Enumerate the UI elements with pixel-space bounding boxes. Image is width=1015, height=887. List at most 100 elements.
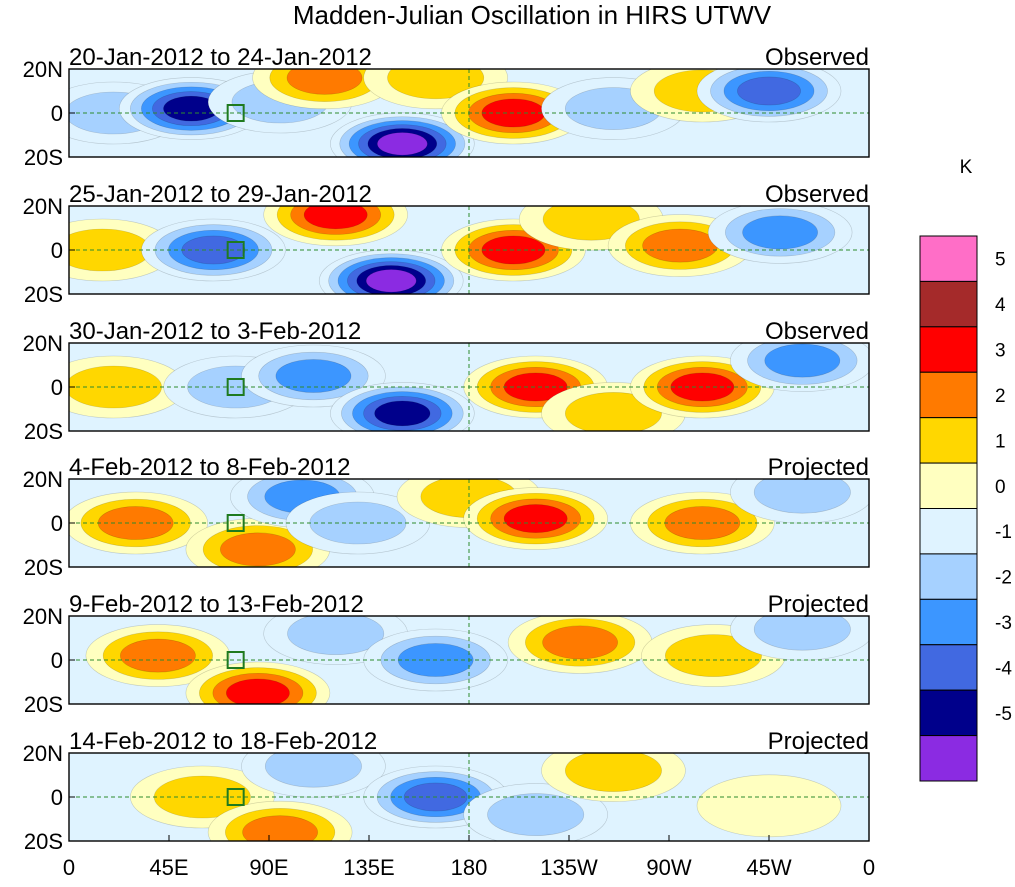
colorbar-label: 3 xyxy=(995,341,1006,362)
y-tick-label: 0 xyxy=(51,648,63,673)
anomaly-contour xyxy=(742,215,818,250)
panel-status: Observed xyxy=(765,318,869,345)
y-tick-label: 20N xyxy=(23,741,63,766)
anomaly-contour xyxy=(242,815,318,841)
colorbar-label: 4 xyxy=(995,295,1006,316)
anomaly-6 xyxy=(363,69,508,110)
panel-period: 25-Jan-2012 to 29-Jan-2012 xyxy=(69,181,372,208)
chart-title: Madden-Julian Oscillation in HIRS UTWV xyxy=(293,0,772,30)
anomaly-8 xyxy=(730,343,869,392)
panels: 20-Jan-2012 to 24-Jan-2012 Observed 20N 0 20… xyxy=(23,44,875,880)
y-tick-label: 0 xyxy=(51,238,63,263)
y-tick-label: 20N xyxy=(23,467,63,492)
anomaly-2 xyxy=(141,218,286,282)
anomaly-contour xyxy=(275,359,352,393)
region-box xyxy=(226,241,245,259)
anomaly-5 xyxy=(463,783,608,841)
x-tick-label: 0 xyxy=(863,855,875,880)
panel-3: 30-Jan-2012 to 3-Feb-2012 Observed 20N 0 20S xyxy=(23,318,870,444)
anomaly-contour xyxy=(303,206,368,230)
x-tick-label: 180 xyxy=(451,855,488,880)
anomaly-field xyxy=(69,343,869,431)
anomaly-8 xyxy=(707,206,853,264)
colorbar-label: 2 xyxy=(995,386,1006,407)
anomaly-contour xyxy=(642,228,718,263)
x-tick-label: 90E xyxy=(249,855,288,880)
x-tick-label: 0 xyxy=(63,855,75,880)
y-tick-label: 20S xyxy=(24,555,63,580)
y-tick-label: 20S xyxy=(24,145,63,170)
region-box xyxy=(226,651,245,669)
anomaly-contour xyxy=(287,616,385,655)
panel-6: 14-Feb-2012 to 18-Feb-2012 Projected 20N 0 2… xyxy=(23,728,870,854)
panel-period: 9-Feb-2012 to 13-Feb-2012 xyxy=(69,591,364,618)
panel-5: 9-Feb-2012 to 13-Feb-2012 Projected 20N 0 20… xyxy=(23,591,870,717)
y-tick-label: 0 xyxy=(51,785,63,810)
anomaly-contour xyxy=(374,400,431,427)
anomaly-contour xyxy=(377,132,428,156)
panel-status: Projected xyxy=(768,454,869,481)
anomaly-7 xyxy=(730,616,869,661)
colorbar-label: -1 xyxy=(995,522,1012,543)
anomaly-contour xyxy=(696,774,842,838)
anomaly-8 xyxy=(730,479,869,524)
anomaly-contour xyxy=(120,638,196,673)
anomaly-4 xyxy=(318,249,464,294)
region-box xyxy=(226,788,245,806)
anomaly-contour xyxy=(664,634,762,677)
anomaly-contour xyxy=(487,793,585,836)
panel-status: Projected xyxy=(768,728,869,755)
x-tick-label: 135W xyxy=(540,855,598,880)
colorbar-swatch xyxy=(919,735,978,782)
panel-status: Observed xyxy=(765,44,869,71)
anomaly-contour xyxy=(565,392,662,431)
region-box xyxy=(226,514,245,532)
anomaly-10 xyxy=(696,69,842,123)
anomaly-1 xyxy=(85,624,231,687)
anomaly-4 xyxy=(330,382,475,431)
anomaly-contour xyxy=(542,206,640,241)
colorbar-label: -4 xyxy=(995,658,1012,679)
region-box xyxy=(226,378,245,396)
anomaly-5 xyxy=(330,112,475,157)
y-tick-label: 20N xyxy=(23,194,63,219)
anomaly-4 xyxy=(252,69,397,110)
y-tick-label: 20S xyxy=(24,282,63,307)
anomaly-contour xyxy=(286,69,363,95)
colorbar-label: -3 xyxy=(995,613,1012,634)
anomaly-3 xyxy=(263,206,408,247)
y-tick-label: 0 xyxy=(51,101,63,126)
colorbar-swatch xyxy=(919,644,978,691)
anomaly-contour xyxy=(503,504,568,533)
anomaly-contour xyxy=(764,343,841,378)
panel-period: 30-Jan-2012 to 3-Feb-2012 xyxy=(69,318,361,345)
colorbar-units: K xyxy=(960,157,973,178)
colorbar-swatch xyxy=(919,462,978,510)
x-tick-label: 135E xyxy=(343,855,394,880)
anomaly-contour xyxy=(737,76,801,106)
colorbar-label: 5 xyxy=(995,250,1006,271)
colorbar-label: -2 xyxy=(995,568,1012,589)
anomaly-6 xyxy=(463,487,608,550)
anomaly-6 xyxy=(541,753,686,802)
panel-status: Observed xyxy=(765,181,869,208)
region-box xyxy=(226,104,245,122)
panel-period: 20-Jan-2012 to 24-Jan-2012 xyxy=(69,44,372,71)
colorbar-swatch xyxy=(919,326,978,373)
colorbar-swatch xyxy=(919,553,978,600)
colorbar-swatch xyxy=(919,598,978,646)
x-tick-label: 90W xyxy=(646,855,691,880)
y-tick-label: 0 xyxy=(51,511,63,536)
colorbar-label: 0 xyxy=(995,477,1006,498)
colorbar-swatch xyxy=(919,508,978,555)
x-tick-label: 45W xyxy=(746,855,791,880)
y-tick-label: 20N xyxy=(23,331,63,356)
anomaly-contour xyxy=(365,269,417,293)
panel-status: Projected xyxy=(768,591,869,618)
anomaly-contour xyxy=(753,616,851,651)
anomaly-contour xyxy=(265,753,362,788)
colorbar-swatch xyxy=(919,417,978,464)
x-tick-label: 45E xyxy=(149,855,188,880)
colorbar-label: 1 xyxy=(995,431,1006,452)
